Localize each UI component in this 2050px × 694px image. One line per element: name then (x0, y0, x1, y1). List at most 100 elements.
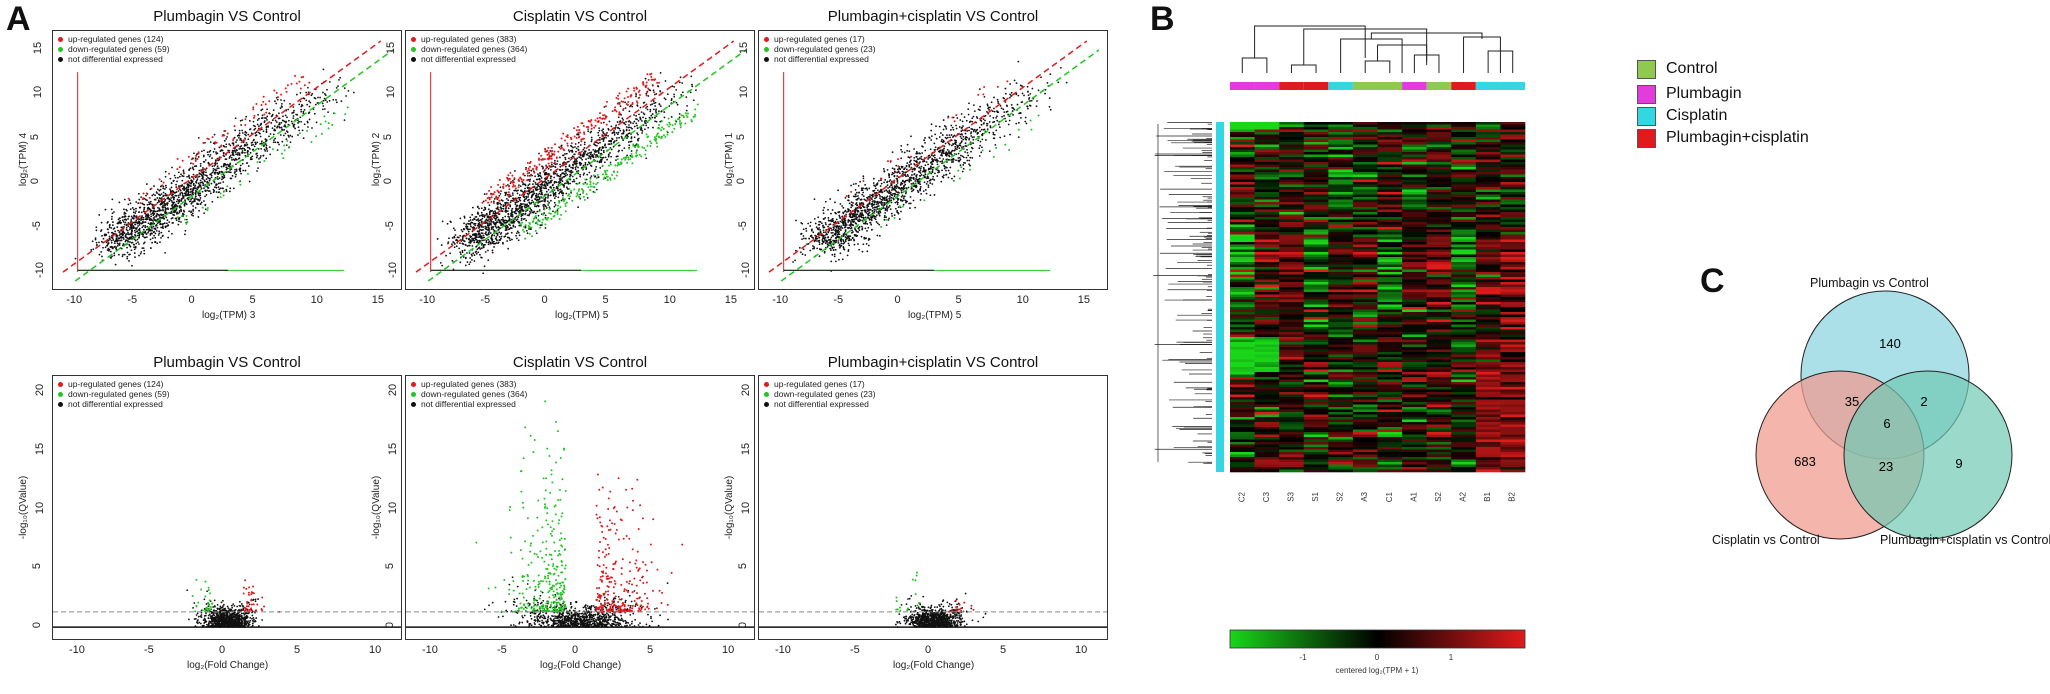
scatter-point (118, 242, 121, 245)
scatter-point (966, 159, 969, 162)
scatter-point (655, 120, 658, 123)
scatter-point (213, 133, 216, 136)
scatter-point (524, 213, 526, 216)
down-point (576, 192, 579, 195)
up-point (226, 132, 229, 135)
scatter-point (641, 130, 644, 132)
down-point (589, 177, 592, 180)
scatter-point (493, 198, 496, 200)
scatter-point (265, 130, 268, 133)
scatter-point (141, 233, 144, 236)
scatter-point (967, 108, 970, 110)
scatter-point (917, 158, 920, 161)
scatter-point (605, 136, 607, 139)
up-point (221, 134, 224, 137)
scatter-point (326, 88, 328, 91)
down-point (315, 135, 318, 138)
scatter-point (558, 178, 561, 180)
scatter-point (303, 108, 306, 111)
up-point (528, 169, 531, 172)
scatter-point (303, 123, 306, 126)
up-point (547, 153, 550, 156)
scatter-point (509, 205, 512, 208)
scatter-point (986, 128, 989, 131)
down-point (644, 149, 647, 152)
scatter-point (865, 220, 867, 223)
scatter-point (529, 202, 532, 205)
scatter-point (197, 156, 200, 158)
scatter-point (858, 229, 861, 232)
scatter-point (485, 228, 488, 231)
scatter-point (615, 131, 618, 134)
scatter-point (905, 187, 908, 190)
scatter-point (972, 104, 975, 107)
scatter-point (278, 122, 281, 124)
scatter-point (499, 192, 502, 195)
scatter-point (144, 221, 147, 224)
scatter-point (252, 143, 254, 146)
x-tick-label: 10 (663, 294, 676, 306)
scatter-point (138, 254, 140, 257)
scatter-point (880, 198, 883, 201)
scatter-point (559, 156, 561, 159)
scatter-point (556, 188, 559, 190)
scatter-point (468, 252, 471, 254)
scatter-point (487, 225, 489, 227)
scatter-point (180, 197, 183, 200)
scatter-point (150, 209, 153, 212)
down-point (655, 142, 658, 145)
scatter-point (478, 207, 480, 210)
scatter-point (954, 143, 957, 146)
scatter-point (930, 129, 933, 132)
scatter-point (147, 231, 149, 234)
scatter-point (246, 162, 249, 164)
scatter-point (168, 200, 171, 203)
scatter-point (233, 172, 236, 174)
down-point (564, 204, 567, 207)
scatter-point (264, 150, 267, 152)
scatter-point (109, 238, 111, 241)
down-point (226, 185, 229, 188)
scatter-point (552, 186, 555, 189)
down-point (630, 152, 633, 155)
down-point (601, 164, 604, 167)
up-point (181, 159, 184, 162)
scatter-point (249, 128, 251, 131)
scatter-point (681, 91, 684, 94)
down-point (635, 150, 638, 153)
scatter-point (644, 117, 647, 120)
scatter-point (567, 168, 570, 171)
scatter-point (577, 133, 580, 136)
up-point (547, 146, 550, 149)
scatter-point (212, 150, 215, 153)
scatter-point (170, 217, 173, 220)
scatter-point (232, 150, 235, 152)
scatter-point (207, 186, 209, 189)
scatter-point (244, 149, 247, 151)
up-point (507, 194, 510, 197)
scatter-point (1049, 73, 1052, 76)
scatter-point (1013, 108, 1016, 111)
scatter-point (659, 90, 662, 93)
scatter-point (950, 144, 953, 147)
scatter-point (128, 241, 131, 243)
down-point (685, 114, 688, 117)
scatter-point (563, 172, 565, 175)
up-point (485, 192, 488, 195)
scatter-point (184, 229, 187, 232)
up-point (492, 193, 495, 196)
up-point (545, 165, 548, 168)
scatter-point (149, 202, 151, 205)
up-point (642, 83, 645, 86)
down-point (564, 202, 567, 205)
scatter-point (198, 169, 201, 172)
y-tick-label: -5 (30, 220, 43, 231)
scatter-point (1009, 83, 1012, 85)
scatter-point (510, 199, 513, 202)
scatter-point (481, 242, 484, 245)
scatter-point (506, 232, 509, 235)
scatter-point (549, 177, 552, 180)
scatter-point (335, 87, 338, 89)
scatter-point (164, 208, 167, 211)
scatter-point (478, 214, 481, 217)
